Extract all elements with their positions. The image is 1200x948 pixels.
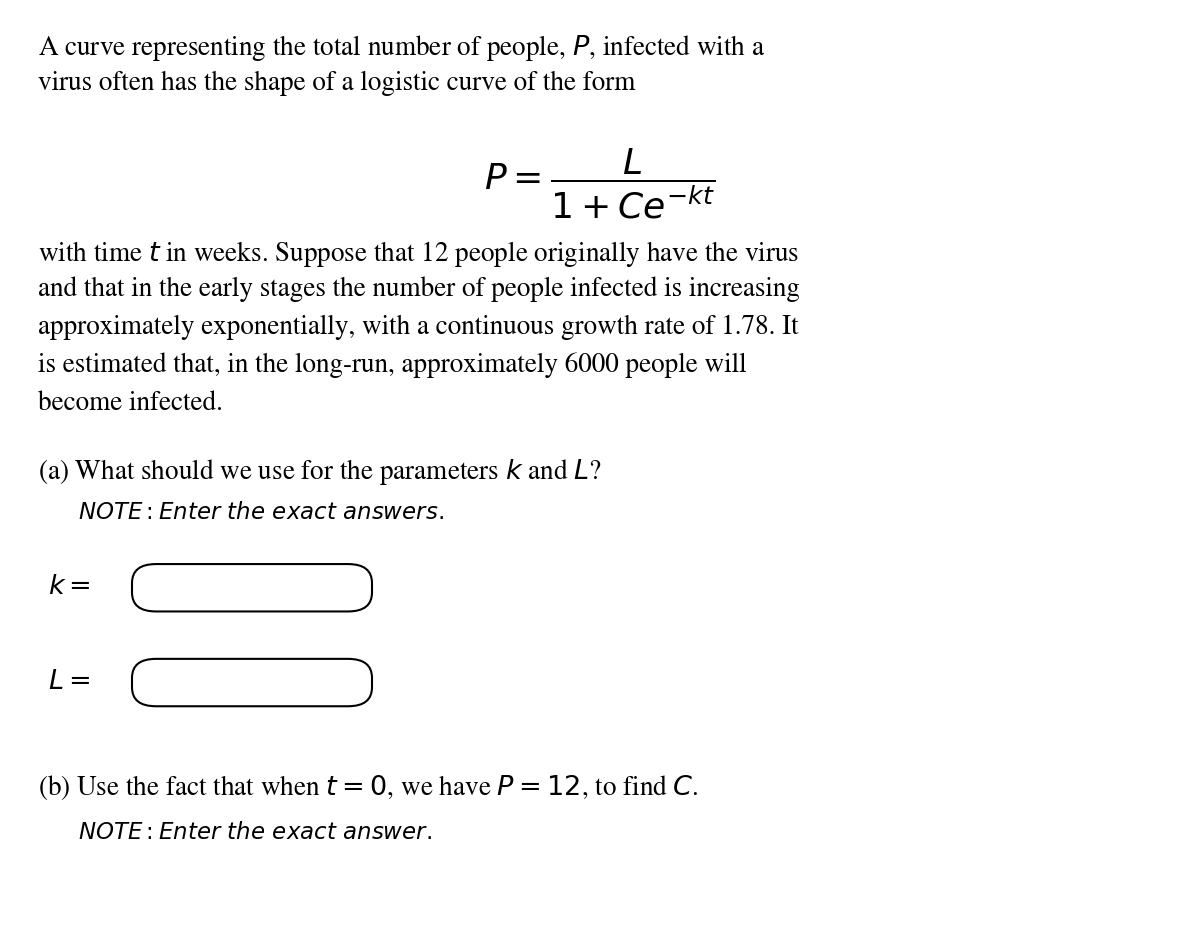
Text: and that in the early stages the number of people infected is increasing: and that in the early stages the number … xyxy=(38,277,800,302)
Text: (b) Use the fact that when $t = 0$, we have $P = 12$, to find $C$.: (b) Use the fact that when $t = 0$, we h… xyxy=(38,773,700,802)
Text: with time $t$ in weeks. Suppose that 12 people originally have the virus: with time $t$ in weeks. Suppose that 12 … xyxy=(38,239,799,269)
Text: (a) What should we use for the parameters $k$ and $L$?: (a) What should we use for the parameter… xyxy=(38,457,602,487)
FancyBboxPatch shape xyxy=(132,564,372,611)
Text: $L =$: $L =$ xyxy=(48,670,90,695)
Text: $\mathit{NOTE: Enter\ the\ exact\ answers.}$: $\mathit{NOTE: Enter\ the\ exact\ answer… xyxy=(78,502,444,524)
FancyBboxPatch shape xyxy=(132,659,372,706)
Text: approximately exponentially, with a continuous growth rate of 1.78. It: approximately exponentially, with a cont… xyxy=(38,315,799,340)
Text: A curve representing the total number of people, $P$, infected with a: A curve representing the total number of… xyxy=(38,33,766,64)
Text: $k =$: $k =$ xyxy=(48,575,91,600)
Text: $\mathit{NOTE: Enter\ the\ exact\ answer.}$: $\mathit{NOTE: Enter\ the\ exact\ answer… xyxy=(78,822,432,844)
Text: $P = \dfrac{L}{1 + Ce^{-kt}}$: $P = \dfrac{L}{1 + Ce^{-kt}}$ xyxy=(485,147,715,221)
Text: become infected.: become infected. xyxy=(38,391,223,416)
Text: virus often has the shape of a logistic curve of the form: virus often has the shape of a logistic … xyxy=(38,71,636,97)
Text: is estimated that, in the long-run, approximately 6000 people will: is estimated that, in the long-run, appr… xyxy=(38,353,748,378)
